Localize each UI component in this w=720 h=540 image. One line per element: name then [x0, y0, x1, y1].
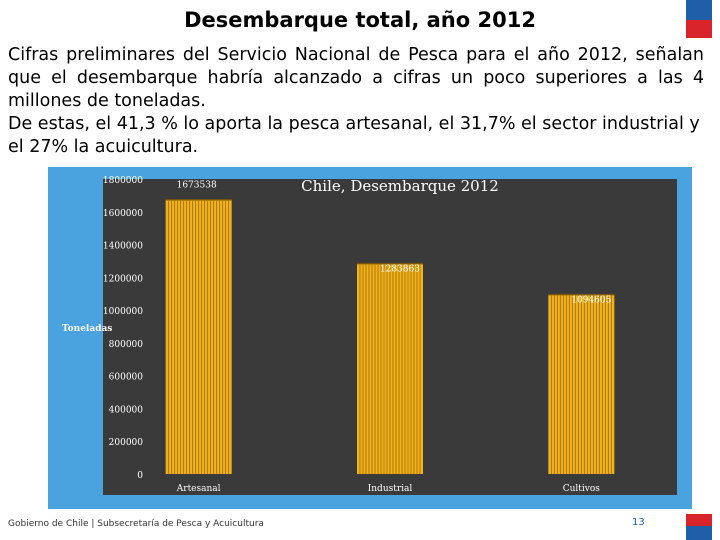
y-tick-label: 1600000	[103, 209, 143, 219]
bar-chart: 0 200000 400000 600000 800000 1000000 1200000 1…	[62, 176, 677, 495]
y-tick-label: 600000	[109, 373, 144, 383]
paragraph-1: Cifras preliminares del Servicio Naciona…	[8, 45, 704, 111]
x-tick-label: Cultivos	[563, 484, 601, 494]
x-tick-label: Industrial	[368, 484, 413, 494]
data-labels: 1673538 1283863 1094605	[177, 181, 612, 306]
paragraph-2: De estas, el 41,3 % lo aporta la pesca a…	[8, 114, 700, 157]
y-tick-label: 1000000	[103, 307, 143, 317]
flag-blue-block-bottom	[686, 526, 712, 540]
y-axis-label: Toneladas	[62, 324, 112, 334]
y-tick-label: 0	[137, 471, 143, 481]
y-tick-label: 1200000	[103, 274, 143, 284]
chart-frame: 0 200000 400000 600000 800000 1000000 1200000 1…	[48, 167, 692, 509]
y-tick-label: 1400000	[103, 242, 143, 252]
slide-title: Desembarque total, año 2012	[184, 8, 536, 32]
data-label: 1094605	[571, 296, 611, 306]
flag-red-block	[686, 20, 712, 38]
slide-body: Cifras preliminares del Servicio Naciona…	[8, 44, 704, 159]
x-tick-label: Artesanal	[176, 484, 221, 494]
page-number: 13	[632, 517, 645, 528]
flag-blue-block	[686, 0, 712, 20]
y-tick-label: 400000	[109, 405, 144, 415]
x-axis: Artesanal Industrial Cultivos	[176, 484, 601, 494]
bars-group	[165, 198, 615, 474]
y-tick-label: 200000	[109, 438, 144, 448]
data-label: 1283863	[380, 265, 420, 275]
chile-flag-stripe	[686, 0, 712, 540]
data-label: 1673538	[177, 181, 217, 191]
y-axis: 0 200000 400000 600000 800000 1000000 1200000 1…	[103, 176, 143, 481]
flag-red-block-bottom	[686, 514, 712, 526]
footer-text: Gobierno de Chile | Subsecretaría de Pes…	[8, 519, 264, 529]
y-tick-label: 1800000	[103, 176, 143, 186]
y-tick-label: 800000	[109, 340, 144, 350]
chart-title: Chile, Desembarque 2012	[301, 177, 499, 195]
